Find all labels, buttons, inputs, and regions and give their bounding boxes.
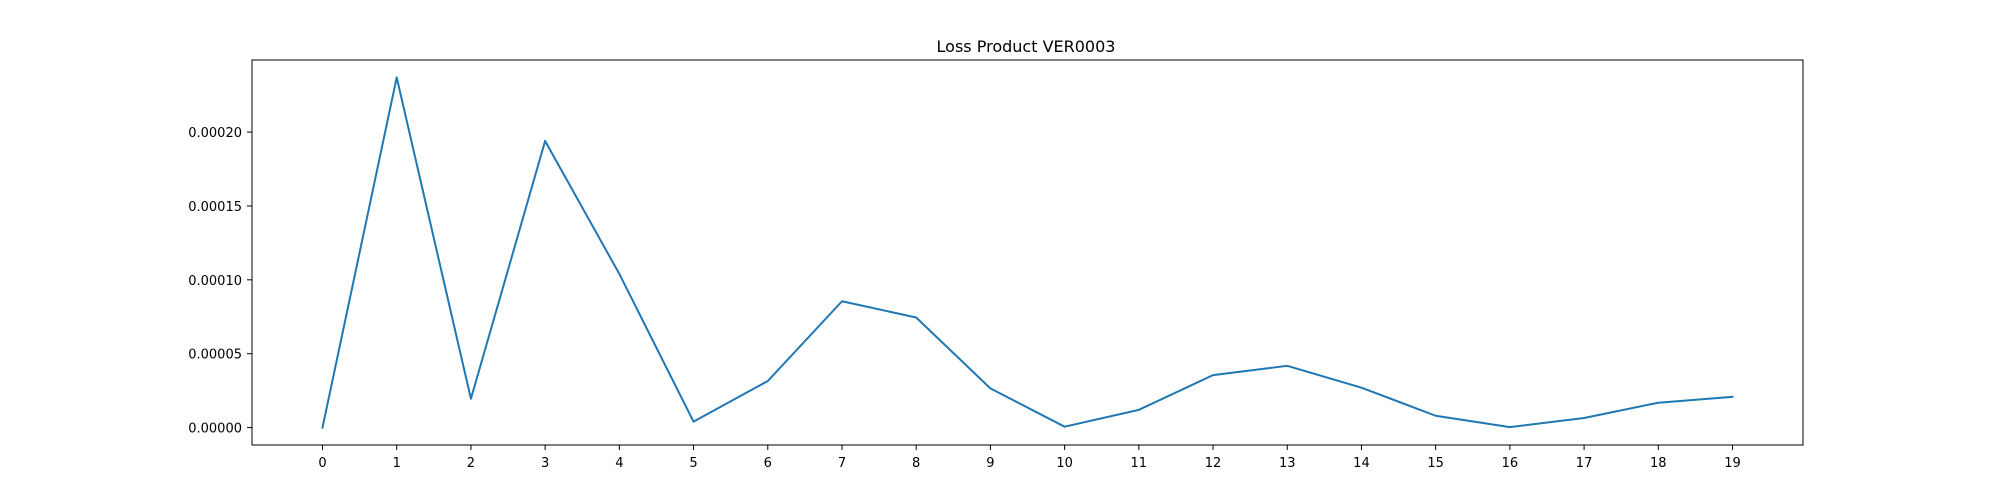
data-point [618,272,621,275]
chart-title: Loss Product VER0003 [937,37,1116,56]
x-tick-label: 4 [615,456,623,471]
series-line [321,76,1734,429]
x-tick-label: 6 [764,456,772,471]
data-point [1286,364,1289,367]
y-tick-label: 0.00020 [188,126,242,141]
data-point [1508,426,1511,429]
x-tick-label: 5 [689,456,697,471]
data-point [1434,414,1437,417]
data-point [1583,416,1586,419]
plot-area: 0 1 2 3 4 5 6 7 8 9 10 11 12 13 14 15 16 17 18 190.000000.0… [188,59,1804,471]
data-point [692,420,695,423]
y-tick-label: 0.00015 [188,200,242,215]
data-point [766,380,769,383]
data-point [395,76,398,79]
x-tick-label: 18 [1650,456,1667,471]
plot-frame [251,59,1804,446]
x-tick-label: 7 [838,456,846,471]
x-tick-label: 19 [1724,456,1741,471]
y-tick-label: 0.00000 [188,422,242,437]
x-tick-label: 9 [986,456,994,471]
x-tick-label: 10 [1056,456,1073,471]
data-point [321,426,324,429]
x-tick-label: 1 [393,456,401,471]
x-tick-label: 13 [1279,456,1296,471]
x-tick-label: 15 [1427,456,1444,471]
y-tick-label: 0.00010 [188,274,242,289]
data-point [915,316,918,319]
data-point [1360,386,1363,389]
x-tick-label: 12 [1205,456,1222,471]
data-point [1063,425,1066,428]
data-point [840,300,843,303]
data-point [1137,408,1140,411]
y-tick-label: 0.00005 [188,348,242,363]
x-tick-label: 3 [541,456,549,471]
data-point [544,139,547,142]
data-point [1212,374,1215,377]
x-tick-label: 17 [1576,456,1593,471]
x-tick-label: 8 [912,456,920,471]
data-point [469,397,472,400]
x-tick-label: 16 [1502,456,1519,471]
data-point [1657,401,1660,404]
x-tick-label: 0 [318,456,326,471]
x-tick-label: 14 [1353,456,1370,471]
x-tick-label: 11 [1131,456,1148,471]
data-point [989,387,992,390]
data-point [1731,395,1734,398]
x-tick-label: 2 [467,456,475,471]
